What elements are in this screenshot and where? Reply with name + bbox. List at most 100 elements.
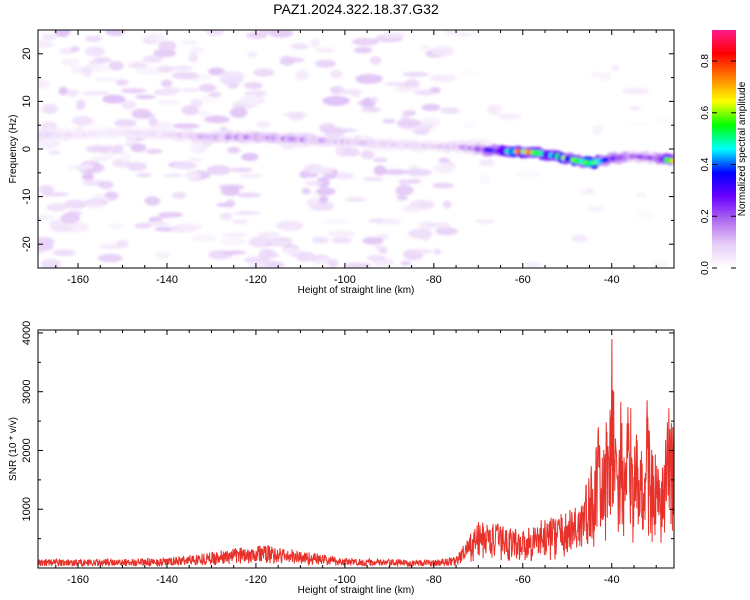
heat-blob [229,167,253,173]
heat-blob [419,44,431,50]
heat-blob [435,227,459,236]
heat-blob [175,223,204,230]
ridge-core [669,158,674,164]
heat-blob [181,105,199,116]
heat-blob [360,106,382,113]
heat-blob [453,31,474,37]
heat-blob [232,219,249,225]
heat-blob [85,145,110,153]
heat-blob [432,182,455,189]
heat-blob [486,104,502,116]
y-tick-label: -10 [21,189,33,205]
heat-blob [247,94,258,99]
y-tick-label: 3000 [21,379,33,403]
heat-blob [248,262,268,268]
heat-blob [221,232,247,238]
heat-blob [229,107,248,118]
heat-blob [380,32,406,39]
heat-blob [315,59,336,68]
heat-blob [41,33,58,41]
heat-blob [407,178,421,185]
heat-blob [351,37,379,46]
heat-blob [135,66,163,76]
heat-blob [461,120,480,130]
spectrogram-x-ticks: -160 -140 -120 -100 -80 -60 -40 [55,30,657,286]
heat-blob [279,56,295,66]
heat-blob [246,31,268,39]
heat-blob [398,179,410,186]
colorbar-label: Normalized spectral amplitude [737,81,748,216]
heat-blob [335,172,354,180]
heat-blob [442,200,452,209]
heat-blob [84,35,103,42]
heat-blob [276,220,304,231]
heat-blob [84,46,106,57]
heat-blob [258,30,287,35]
x-tick-label: -140 [156,274,178,286]
heat-blob [636,210,656,221]
heat-blob [180,40,197,45]
heat-blob [380,218,402,226]
x-tick-label: -140 [156,574,178,586]
x-tick-label: -80 [426,274,442,286]
x-tick-label: -120 [245,574,267,586]
heat-blob [362,177,384,182]
heat-blob [498,113,522,121]
heat-blob [281,246,301,255]
heat-blob [94,76,117,83]
heat-blob [82,65,92,77]
heat-blob [374,245,387,250]
heat-blob [156,121,173,131]
heat-blob [190,142,208,154]
heat-blob [38,138,61,150]
heat-blob [244,81,263,90]
heat-blob [58,30,69,36]
heat-blob [52,249,76,257]
heat-blob [327,259,339,268]
heat-blob [163,173,184,178]
heat-blob [120,87,147,94]
heat-blob [408,228,433,239]
heat-blob [97,253,123,263]
heat-blob [369,56,382,65]
x-tick-label: -80 [426,574,442,586]
heat-blob [142,55,164,63]
spectrogram-blobs [38,30,674,268]
heat-blob [658,117,674,122]
heat-blob [424,222,451,228]
heat-blob [115,239,129,249]
heat-blob [163,87,182,93]
heat-blob [203,115,230,124]
heat-blob [586,206,605,212]
heat-blob [306,197,319,207]
heat-blob [322,95,350,106]
snr-panel: -160 -140 -120 -100 -80 -60 -40 1000 2000 3000 40… [8,321,675,596]
heat-blob [600,71,612,83]
heat-blob [188,172,199,180]
heat-blob [338,88,362,95]
heat-blob [629,106,641,111]
heat-blob [395,185,414,196]
heat-blob [381,169,408,176]
heat-blob [245,96,260,106]
heat-blob [382,118,396,124]
heat-blob [155,250,170,260]
heat-blob [127,61,148,69]
heat-blob [227,146,241,154]
heat-blob [297,254,312,263]
heat-blob [219,212,233,221]
heat-blob [91,155,111,162]
heat-blob [105,30,126,37]
heat-blob [329,69,343,79]
spectrogram-y-axis-label: Frequency (Hz) [8,115,19,184]
heat-blob [48,150,61,155]
heat-blob [157,65,174,73]
heat-blob [60,213,81,224]
colorbar: 0.0 0.2 0.4 0.6 0.8 Normalized spectral ampl… [700,30,748,275]
y-tick-label: 4000 [21,321,33,345]
heat-blob [42,103,59,115]
heat-blob [396,118,421,128]
heat-blob [304,180,323,187]
heat-blob [130,143,147,153]
